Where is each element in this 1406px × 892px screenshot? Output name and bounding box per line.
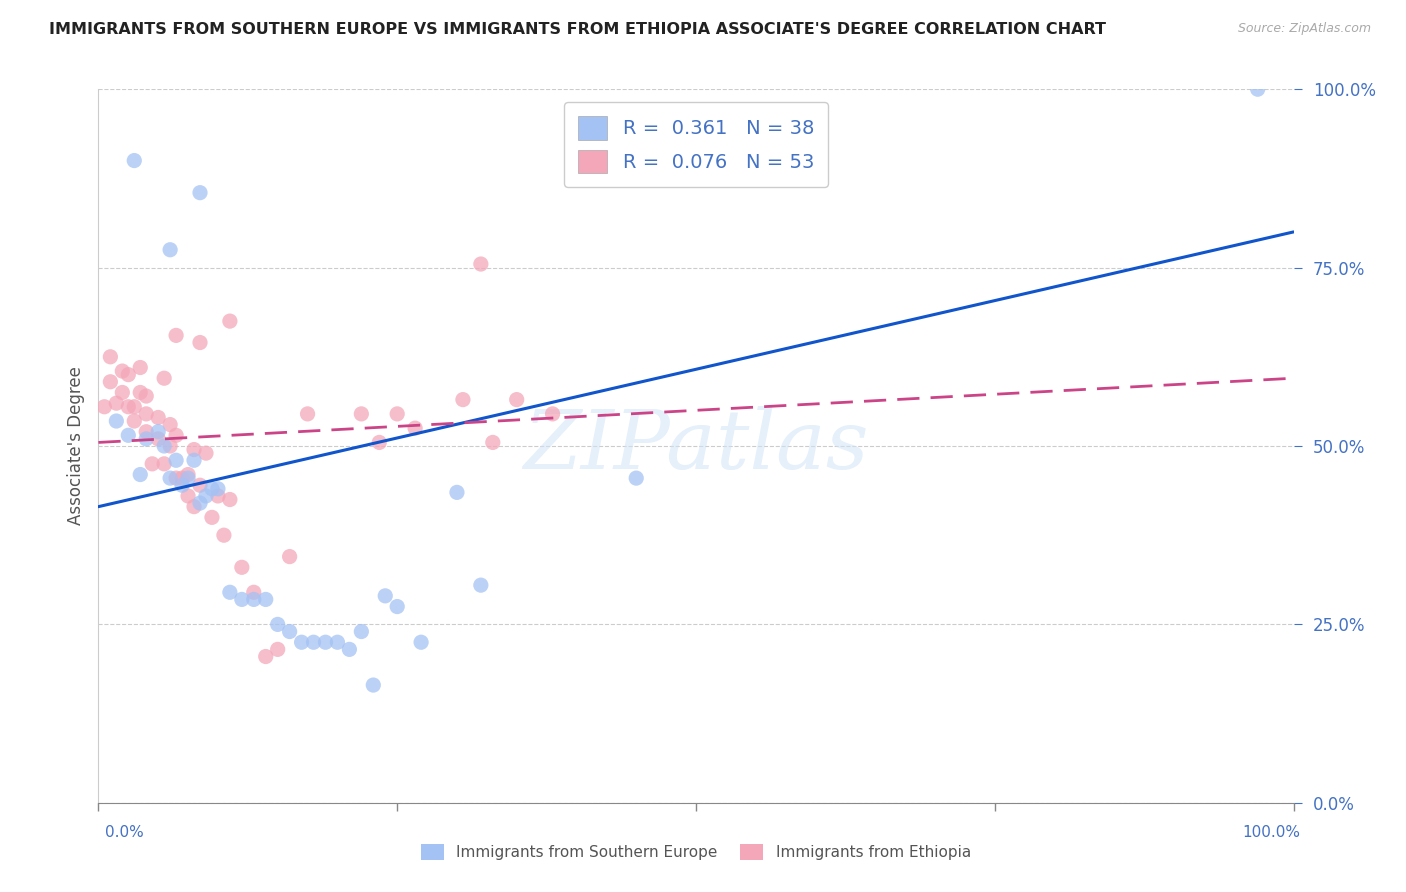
- Point: [188, 496, 211, 510]
- Point: [278, 549, 301, 564]
- Point: [183, 453, 205, 467]
- Point: [219, 314, 242, 328]
- Point: [159, 471, 181, 485]
- Point: [267, 617, 290, 632]
- Point: [212, 528, 235, 542]
- Point: [129, 360, 152, 375]
- Point: [506, 392, 529, 407]
- Text: IMMIGRANTS FROM SOUTHERN EUROPE VS IMMIGRANTS FROM ETHIOPIA ASSOCIATE'S DEGREE C: IMMIGRANTS FROM SOUTHERN EUROPE VS IMMIG…: [49, 22, 1107, 37]
- Point: [385, 599, 409, 614]
- Point: [165, 471, 187, 485]
- Point: [148, 410, 170, 425]
- Point: [105, 396, 128, 410]
- Text: ZIPatlas: ZIPatlas: [523, 406, 869, 486]
- Point: [159, 417, 181, 432]
- Point: [93, 400, 115, 414]
- Point: [194, 446, 217, 460]
- Point: [111, 364, 134, 378]
- Text: Source: ZipAtlas.com: Source: ZipAtlas.com: [1237, 22, 1371, 36]
- Point: [159, 439, 181, 453]
- Point: [183, 500, 205, 514]
- Point: [201, 482, 224, 496]
- Point: [153, 371, 176, 385]
- Point: [363, 678, 385, 692]
- Point: [165, 328, 187, 343]
- Point: [159, 243, 181, 257]
- Point: [117, 428, 139, 442]
- Point: [153, 457, 176, 471]
- Point: [446, 485, 468, 500]
- Point: [148, 425, 170, 439]
- Point: [404, 421, 426, 435]
- Point: [326, 635, 349, 649]
- Point: [231, 592, 253, 607]
- Point: [374, 589, 396, 603]
- Point: [254, 592, 277, 607]
- Point: [105, 414, 128, 428]
- Point: [172, 471, 194, 485]
- Point: [385, 407, 409, 421]
- Y-axis label: Associate's Degree: Associate's Degree: [66, 367, 84, 525]
- Point: [135, 432, 157, 446]
- Point: [350, 624, 373, 639]
- Point: [302, 635, 325, 649]
- Point: [177, 489, 200, 503]
- Point: [267, 642, 290, 657]
- Point: [481, 435, 505, 450]
- Point: [624, 471, 647, 485]
- Text: 100.0%: 100.0%: [1243, 825, 1301, 840]
- Point: [135, 407, 157, 421]
- Point: [243, 585, 266, 599]
- Point: [172, 478, 194, 492]
- Point: [207, 489, 229, 503]
- Point: [153, 439, 176, 453]
- Point: [188, 335, 211, 350]
- Point: [368, 435, 391, 450]
- Point: [201, 510, 224, 524]
- Point: [129, 385, 152, 400]
- Text: 0.0%: 0.0%: [105, 825, 145, 840]
- Point: [177, 471, 200, 485]
- Point: [1246, 82, 1268, 96]
- Point: [111, 385, 134, 400]
- Point: [411, 635, 433, 649]
- Point: [141, 457, 163, 471]
- Point: [297, 407, 319, 421]
- Point: [470, 578, 492, 592]
- Point: [177, 467, 200, 482]
- Point: [254, 649, 277, 664]
- Point: [194, 489, 217, 503]
- Point: [98, 375, 122, 389]
- Point: [219, 585, 242, 599]
- Point: [165, 453, 187, 467]
- Point: [98, 350, 122, 364]
- Point: [129, 467, 152, 482]
- Point: [117, 400, 139, 414]
- Point: [124, 153, 146, 168]
- Point: [350, 407, 373, 421]
- Point: [148, 432, 170, 446]
- Point: [219, 492, 242, 507]
- Point: [315, 635, 337, 649]
- Point: [470, 257, 492, 271]
- Point: [124, 400, 146, 414]
- Point: [183, 442, 205, 457]
- Point: [290, 635, 312, 649]
- Point: [278, 624, 301, 639]
- Point: [135, 389, 157, 403]
- Point: [243, 592, 266, 607]
- Point: [165, 428, 187, 442]
- Point: [451, 392, 474, 407]
- Point: [117, 368, 139, 382]
- Point: [541, 407, 564, 421]
- Point: [135, 425, 157, 439]
- Point: [231, 560, 253, 574]
- Point: [207, 482, 229, 496]
- Legend: Immigrants from Southern Europe, Immigrants from Ethiopia: Immigrants from Southern Europe, Immigra…: [415, 838, 977, 866]
- Point: [188, 186, 211, 200]
- Point: [124, 414, 146, 428]
- Point: [337, 642, 360, 657]
- Point: [188, 478, 211, 492]
